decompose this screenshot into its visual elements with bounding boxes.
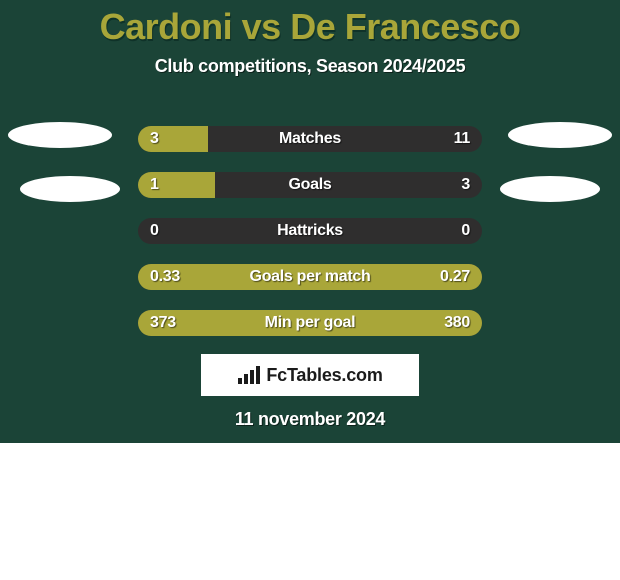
stat-row-goals-per-match: 0.33 Goals per match 0.27 xyxy=(138,264,482,290)
stat-label: Hattricks xyxy=(138,218,482,244)
stat-label: Goals xyxy=(138,172,482,198)
player-left-avatar xyxy=(8,122,112,148)
player-right-avatar xyxy=(508,122,612,148)
stat-right-value: 11 xyxy=(454,126,470,152)
stat-label: Min per goal xyxy=(138,310,482,336)
stat-label: Goals per match xyxy=(138,264,482,290)
stat-right-value: 380 xyxy=(444,310,470,336)
attribution-text: FcTables.com xyxy=(266,365,382,386)
page-subtitle: Club competitions, Season 2024/2025 xyxy=(0,56,620,77)
stat-row-hattricks: 0 Hattricks 0 xyxy=(138,218,482,244)
lower-blank-area xyxy=(0,443,620,580)
stat-right-value: 0 xyxy=(461,218,470,244)
stat-label: Matches xyxy=(138,126,482,152)
page-title: Cardoni vs De Francesco Cardoni vs De Fr… xyxy=(0,0,620,48)
bars-icon xyxy=(237,366,261,384)
stat-row-goals: 1 Goals 3 xyxy=(138,172,482,198)
stat-right-value: 3 xyxy=(461,172,470,198)
stat-right-value: 0.27 xyxy=(440,264,470,290)
player-right-avatar-2 xyxy=(500,176,600,202)
stat-row-min-per-goal: 373 Min per goal 380 xyxy=(138,310,482,336)
attribution-box: FcTables.com xyxy=(201,354,419,396)
comparison-panel: Cardoni vs De Francesco Cardoni vs De Fr… xyxy=(0,0,620,443)
date-label: 11 november 2024 xyxy=(0,409,620,430)
stat-row-matches: 3 Matches 11 xyxy=(138,126,482,152)
player-left-avatar-2 xyxy=(20,176,120,202)
stats-container: 3 Matches 11 1 Goals 3 0 Hattricks 0 0.3… xyxy=(138,126,482,356)
page-title-text: Cardoni vs De Francesco xyxy=(100,6,521,47)
